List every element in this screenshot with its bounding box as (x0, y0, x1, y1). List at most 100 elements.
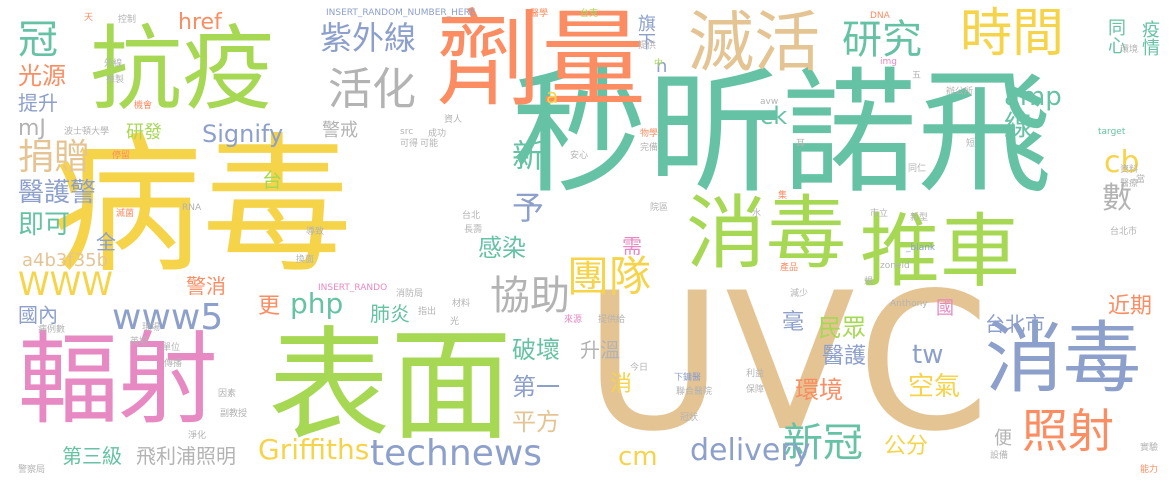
word-jingxiao: 警消 (186, 274, 226, 298)
word-guangyuan: 光源 (18, 62, 66, 90)
word-xiaodu-big: 消毒 (686, 187, 846, 280)
word-tuandui: 團隊 (567, 252, 652, 301)
word-tisheng: 提升 (18, 91, 58, 115)
word-taibeishi: 台北市 (985, 312, 1045, 336)
word-shebei-left: 環境 (1120, 45, 1139, 55)
word-dna: DNA (870, 11, 890, 21)
word-juanzeng: 捐贈 (18, 137, 91, 178)
word-jihui: 機會 (134, 101, 153, 111)
word-miejun: 滅菌 (116, 209, 135, 219)
word-taibei-small: 台北 (462, 211, 481, 221)
word-ziwaixian: 紫外線 (320, 19, 417, 57)
word-technews: technews (370, 433, 543, 474)
word-pingfang: 平方 (512, 408, 560, 436)
word-cm: cm (618, 442, 658, 472)
word-amp: amp (1004, 82, 1062, 112)
word-guonei: 國內 (18, 303, 58, 327)
word-xiezhu: 協助 (490, 273, 570, 319)
word-biaomian: 表面 (268, 315, 512, 457)
word-fushe: 輻射 (18, 321, 218, 438)
word-shebei: 設備 (990, 451, 1009, 461)
word-avw: avw (760, 97, 779, 107)
word-anxin: 安心 (570, 151, 589, 161)
word-bian: 便 (994, 428, 1012, 449)
word-tian: 天 (84, 13, 94, 23)
word-waixiao: 外線 (104, 59, 123, 69)
word-jike: 即可 (18, 210, 71, 240)
word-chuanbo: 傳播 (164, 359, 183, 369)
word-zirenz: 資人 (444, 115, 463, 125)
word-bingli: 病例數 (38, 325, 66, 335)
word-pohuai: 破壞 (512, 336, 560, 364)
word-huanmian: 換面 (296, 255, 315, 265)
word-img: img (880, 57, 897, 67)
word-shu: 數 (1102, 181, 1132, 216)
word-tigong: 提供 (638, 41, 657, 51)
word-bangong: 辦公所 (946, 87, 974, 97)
word-jingjie: 警戒 (322, 120, 358, 141)
word-yingmei: 英培 (130, 337, 149, 347)
word-guangchi: 光 (450, 317, 460, 327)
word-taike: 台克 (580, 9, 599, 19)
word-xianchang: 現場 (142, 323, 161, 333)
word-jianshao: 減少 (790, 289, 809, 299)
word-changshou: 長壽 (464, 225, 483, 235)
word-minzhong: 民眾 (818, 314, 866, 342)
word-tigong2: 提供給 (598, 315, 626, 325)
word-qixia: 旗下 (635, 14, 656, 50)
word-target: target (1098, 127, 1126, 137)
word-quan: 全 (96, 230, 116, 254)
word-ganran: 感染 (478, 234, 526, 262)
word-diyi: 第一 (512, 373, 560, 401)
word-duan: 短 (966, 139, 976, 149)
word-guo: 國 (936, 298, 954, 319)
word-tongxin: 同心 (1105, 18, 1126, 54)
word-hao: 毫 (782, 310, 805, 335)
word-baozhang: 保障 (746, 385, 765, 395)
word-zhong: 中 (654, 59, 664, 69)
word-uvc: UVC (584, 252, 992, 473)
word-zhaoshe: 照射 (1022, 404, 1114, 458)
word-ji: 集 (778, 191, 788, 201)
word-anthony: Anthony (890, 299, 928, 309)
word-php: php (290, 287, 344, 320)
word-gongfen: 公分 (884, 434, 929, 459)
word-xinxing: 新型 (910, 213, 929, 223)
word-wu: 五 (912, 71, 922, 81)
word-tai: 台 (262, 168, 282, 192)
word-kenengzhi: 可能 (420, 139, 439, 149)
word-gui: 規 (864, 277, 874, 287)
word-huohua: 活化 (328, 64, 416, 115)
word-yuanqu: 院區 (650, 203, 669, 213)
word-miehuo: 滅活 (688, 4, 820, 81)
word-tongren: 同仁 (908, 164, 927, 174)
word-yihujing: 醫護警 (18, 178, 97, 208)
word-tuizhi: 推製 (106, 75, 125, 85)
word-www5: www5 (112, 297, 224, 338)
word-src: src (400, 127, 414, 137)
word-hezhong: 聯合醫院 (676, 387, 713, 397)
word-xu: 需 (622, 234, 642, 258)
word-shiyan: 實驗 (1140, 443, 1159, 453)
word-jinqi: 近期 (1108, 294, 1153, 319)
word-tw: tw (912, 340, 944, 370)
word-shili: 市立 (870, 209, 889, 219)
word-jiliang: 劑量 (436, 0, 647, 121)
word-signify: Signify (202, 120, 284, 148)
word-xinguan: 新冠 (783, 420, 863, 466)
word-yixiao: 醫療 (1120, 179, 1139, 189)
word-danwei: 單位 (162, 343, 181, 353)
word-cailiao: 材料 (452, 299, 471, 309)
word-ck: ck (760, 102, 788, 130)
word-blank: _blank (906, 243, 936, 253)
word-yiqing: 疫情 (1139, 20, 1160, 56)
word-xiaodu-mid: 消毒 (985, 314, 1142, 404)
word-www: WWW (18, 265, 113, 303)
word-xiaguangyi: 下鏞醫 (674, 373, 702, 383)
word-tingzhu: 停留 (112, 151, 131, 161)
word-chenggong: 成功 (428, 129, 447, 139)
word-feiyan: 肺炎 (370, 302, 410, 326)
word-mj: mJ (18, 116, 46, 141)
word-ziliao: 資料 (1120, 165, 1139, 175)
